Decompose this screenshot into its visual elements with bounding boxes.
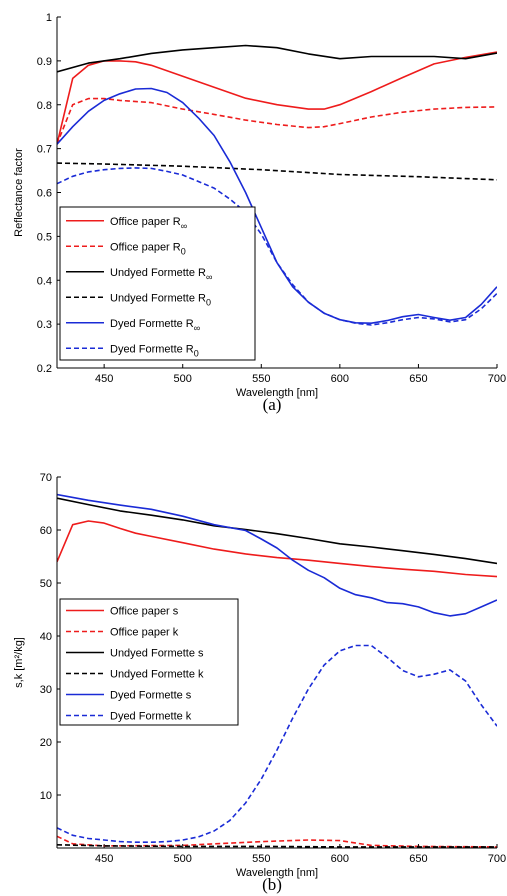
y-axis-label: Reflectance factor	[13, 148, 25, 237]
y-tick-label: 0.7	[37, 144, 52, 156]
legend-subscript: 0	[181, 246, 186, 256]
series-line-4	[57, 493, 497, 617]
legend-entry: Undyed Formette s	[110, 648, 204, 660]
series-line-0	[57, 51, 497, 145]
figure-caption: (a)	[263, 395, 282, 414]
y-axis-label: s,k [m²/kg]	[13, 637, 25, 688]
legend-entry: Office paper k	[110, 627, 179, 639]
y-tick-label: 30	[40, 684, 52, 696]
x-tick-label: 700	[488, 373, 506, 385]
legend-entry: Dyed Formette k	[110, 711, 192, 723]
x-tick-label: 650	[409, 373, 427, 385]
y-tick-label: 0.3	[37, 319, 52, 331]
y-tick-label: 0.8	[37, 100, 52, 112]
legend-subscript: ∞	[181, 221, 187, 231]
legend-entry: Office paper R∞	[110, 216, 187, 231]
legend-subscript: ∞	[194, 323, 200, 333]
figure-caption: (b)	[262, 875, 282, 894]
y-tick-label: 20	[40, 737, 52, 749]
legend-entry: Dyed Formette R0	[110, 343, 199, 358]
legend-subscript: 0	[206, 297, 211, 307]
x-axis-label: Wavelength [nm]	[236, 867, 318, 879]
y-tick-label: 0.4	[37, 275, 52, 287]
series-line-3	[57, 162, 497, 181]
series-line-1	[57, 97, 497, 145]
legend-subscript: 0	[194, 348, 199, 358]
y-tick-label: 10	[40, 790, 52, 802]
x-tick-label: 600	[331, 853, 349, 865]
x-tick-label: 500	[174, 373, 192, 385]
chart-b: 450 500 550 600 650 700 10 20 30 40 50 60 70 Waveleng…	[13, 472, 506, 894]
x-tick-label: 450	[95, 373, 113, 385]
y-tick-label: 0.6	[37, 188, 52, 200]
x-tick-label: 700	[488, 853, 506, 865]
y-tick-label: 50	[40, 578, 52, 590]
legend-entry: Undyed Formette R∞	[110, 267, 212, 282]
legend-entry: Undyed Formette R0	[110, 292, 211, 307]
chart-a: 450 500 550 600 650 700 0.2 0.3 0.4 0.5 0.6 0.7 0.8 0…	[13, 12, 506, 414]
legend-entry: Office paper s	[110, 606, 179, 618]
legend-entry: Dyed Formette R∞	[110, 318, 200, 333]
series-line-2	[57, 44, 497, 73]
legend-entry: Dyed Formette s	[110, 690, 192, 702]
series-line-5	[57, 644, 497, 844]
legend-entry: Office paper R0	[110, 241, 186, 256]
y-tick-label: 40	[40, 631, 52, 643]
y-tick-label: 0.9	[37, 56, 52, 68]
x-tick-label: 550	[252, 373, 270, 385]
legend: Office paper R∞ Office paper R0 Undyed For…	[59, 206, 256, 361]
series-line-4	[57, 87, 497, 325]
x-axis-label: Wavelength [nm]	[236, 387, 318, 399]
legend-entry: Undyed Formette k	[110, 669, 204, 681]
series-line-2	[57, 497, 497, 565]
legend-box	[59, 206, 256, 361]
y-tick-label: 70	[40, 472, 52, 484]
x-tick-label: 500	[174, 853, 192, 865]
series-line-0	[57, 520, 497, 578]
series-line-5	[57, 167, 497, 326]
y-tick-label: 1	[46, 12, 52, 24]
x-tick-label: 650	[409, 853, 427, 865]
legend-box	[59, 598, 239, 726]
x-tick-label: 450	[95, 853, 113, 865]
y-tick-label: 0.2	[37, 363, 52, 375]
x-tick-label: 550	[252, 853, 270, 865]
x-tick-label: 600	[331, 373, 349, 385]
legend: Office paper s Office paper k Undyed Forme…	[59, 598, 239, 726]
y-tick-label: 60	[40, 525, 52, 537]
legend-subscript: ∞	[206, 272, 212, 282]
y-tick-label: 0.5	[37, 231, 52, 243]
series-line-1	[57, 835, 497, 848]
